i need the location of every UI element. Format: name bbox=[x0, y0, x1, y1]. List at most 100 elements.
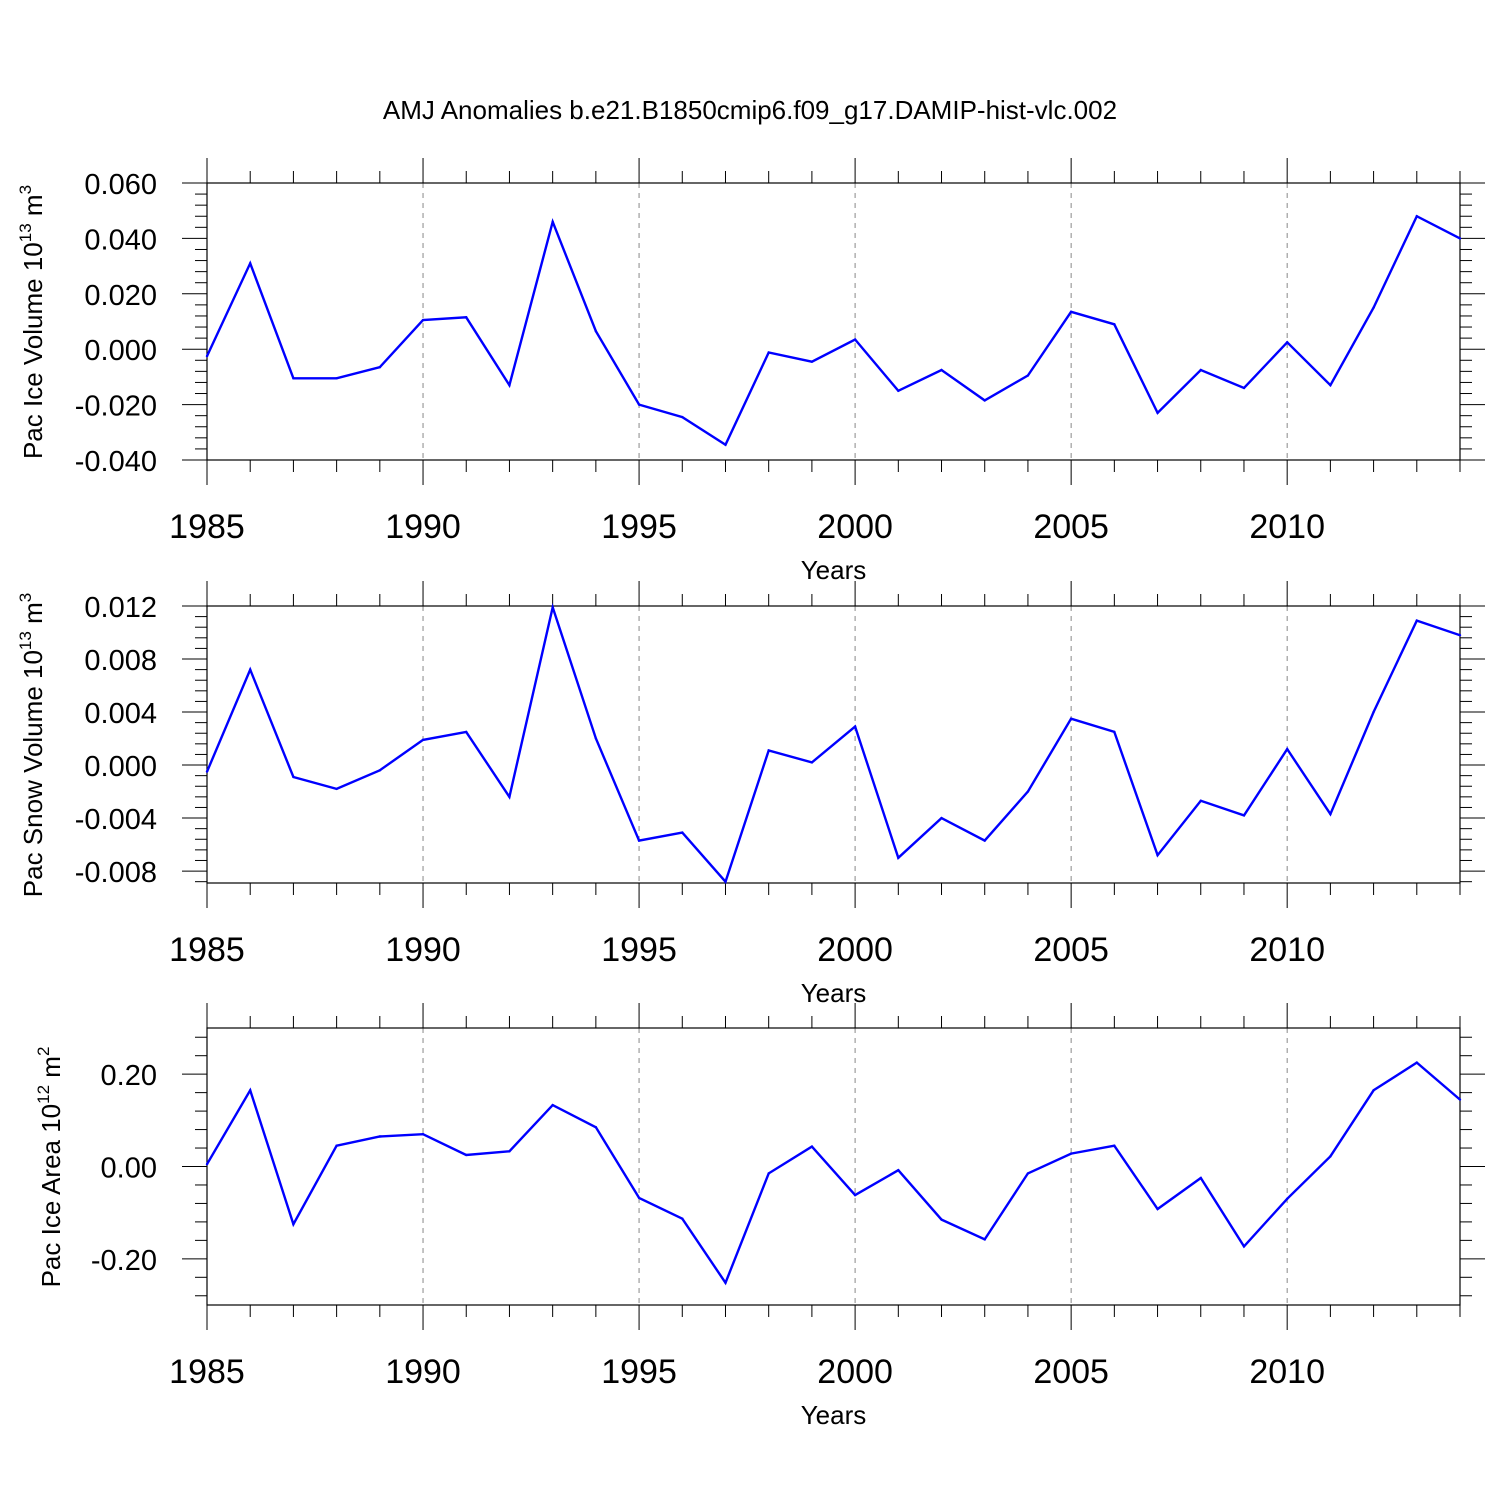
y-axis-title-superscript: 13 bbox=[16, 223, 35, 242]
series-line bbox=[205, 602, 1461, 885]
data-point bbox=[1156, 853, 1159, 857]
data-point bbox=[1285, 747, 1289, 751]
y-axis-title-part: m bbox=[36, 1056, 66, 1085]
data-point bbox=[1415, 1061, 1418, 1064]
y-tick-label: 0.000 bbox=[84, 751, 157, 783]
data-point bbox=[897, 1168, 900, 1172]
data-point bbox=[551, 1103, 554, 1107]
data-point bbox=[940, 368, 943, 372]
y-tick-label: 0.008 bbox=[84, 645, 157, 677]
data-point bbox=[810, 360, 814, 363]
data-point bbox=[1199, 1176, 1202, 1180]
x-tick-label: 2005 bbox=[1033, 508, 1109, 546]
y-axis-title-part: Pac Ice Volume 10 bbox=[18, 242, 48, 459]
data-point bbox=[551, 220, 554, 223]
data-point bbox=[724, 1281, 727, 1285]
data-point bbox=[637, 403, 641, 406]
data-point bbox=[1113, 730, 1116, 734]
data-point bbox=[205, 354, 209, 358]
x-tick-label: 1990 bbox=[385, 508, 461, 546]
data-point bbox=[1026, 374, 1030, 377]
data-point bbox=[1285, 1197, 1289, 1201]
x-tick-label: 1985 bbox=[169, 931, 245, 969]
data-point bbox=[249, 668, 252, 671]
x-tick-label: 1995 bbox=[601, 508, 677, 546]
data-point bbox=[465, 1153, 468, 1157]
data-point bbox=[508, 1150, 511, 1153]
y-axis-title-superscript: 3 bbox=[16, 185, 35, 194]
data-point bbox=[1156, 411, 1159, 415]
y-axis-title-superscript: 3 bbox=[16, 593, 35, 602]
data-point bbox=[1329, 384, 1332, 387]
y-tick-label: 0.00 bbox=[101, 1153, 157, 1185]
data-point bbox=[335, 1144, 338, 1147]
y-tick-label: -0.020 bbox=[75, 391, 157, 423]
data-point bbox=[378, 769, 382, 772]
y-axis-title-superscript: 2 bbox=[34, 1047, 53, 1056]
data-point bbox=[508, 795, 511, 799]
series-line bbox=[205, 1061, 1461, 1286]
data-point bbox=[897, 389, 900, 392]
data-point bbox=[897, 856, 900, 860]
data-point bbox=[1372, 306, 1375, 309]
data-point bbox=[594, 737, 598, 740]
y-axis-title-part: Pac Snow Volume 10 bbox=[18, 650, 48, 897]
data-point bbox=[1242, 386, 1246, 390]
data-point bbox=[983, 399, 986, 402]
x-tick-label: 2005 bbox=[1033, 1353, 1109, 1391]
data-point bbox=[1458, 1098, 1462, 1101]
data-point bbox=[1199, 799, 1202, 803]
data-point bbox=[551, 606, 554, 609]
x-tick-label: 2010 bbox=[1249, 508, 1325, 546]
data-point bbox=[1242, 814, 1246, 817]
data-point bbox=[681, 831, 684, 834]
y-axis-title-superscript: 13 bbox=[16, 631, 35, 650]
data-point bbox=[421, 318, 425, 322]
data-point bbox=[292, 775, 295, 779]
data-point bbox=[1069, 1152, 1073, 1155]
data-point bbox=[249, 262, 252, 265]
data-point bbox=[810, 761, 814, 764]
x-tick-label: 1995 bbox=[601, 1353, 677, 1391]
y-axis-title-superscript: 12 bbox=[34, 1085, 53, 1104]
data-point bbox=[1113, 323, 1116, 326]
data-point bbox=[292, 377, 295, 380]
data-point bbox=[1329, 1155, 1332, 1158]
data-point bbox=[335, 787, 338, 791]
data-point bbox=[681, 1217, 684, 1220]
data-point bbox=[205, 770, 209, 773]
data-point bbox=[1415, 215, 1418, 218]
x-tick-label: 1990 bbox=[385, 931, 461, 969]
data-point bbox=[1069, 717, 1073, 720]
data-point bbox=[940, 816, 943, 820]
data-point bbox=[249, 1089, 252, 1092]
x-tick-label: 2005 bbox=[1033, 931, 1109, 969]
data-point bbox=[335, 377, 338, 380]
chart-title: AMJ Anomalies b.e21.B1850cmip6.f09_g17.D… bbox=[383, 95, 1117, 125]
y-tick-label: -0.004 bbox=[75, 804, 157, 836]
data-point bbox=[681, 415, 684, 419]
data-point bbox=[810, 1145, 814, 1148]
panel-pac-ice-area: -0.20 0.00 0.20 1985 1990 1995 2000 2005 2010 Yea… bbox=[34, 1003, 1485, 1430]
y-axis-title: Pac Snow Volume 1013 m3 bbox=[16, 593, 48, 897]
data-point bbox=[767, 1172, 770, 1175]
y-axis-title-part: Pac Ice Area 10 bbox=[36, 1104, 66, 1288]
y-axis-title-part: m bbox=[18, 194, 48, 223]
x-tick-label: 1995 bbox=[601, 931, 677, 969]
x-tick-label: 1990 bbox=[385, 1353, 461, 1391]
data-point bbox=[1242, 1245, 1246, 1248]
data-point bbox=[637, 839, 641, 842]
x-axis-title: Years bbox=[801, 1400, 867, 1430]
data-point bbox=[1156, 1207, 1159, 1211]
y-axis-title: Pac Ice Area 1012 m2 bbox=[34, 1047, 66, 1288]
data-point bbox=[637, 1196, 641, 1200]
data-point bbox=[292, 1223, 295, 1226]
data-point bbox=[940, 1218, 943, 1221]
x-tick-label: 2000 bbox=[817, 508, 893, 546]
x-tick-label: 2000 bbox=[817, 1353, 893, 1391]
data-point bbox=[1372, 710, 1375, 714]
data-point bbox=[983, 1238, 986, 1241]
data-point bbox=[1199, 368, 1202, 372]
data-point bbox=[853, 1193, 857, 1197]
